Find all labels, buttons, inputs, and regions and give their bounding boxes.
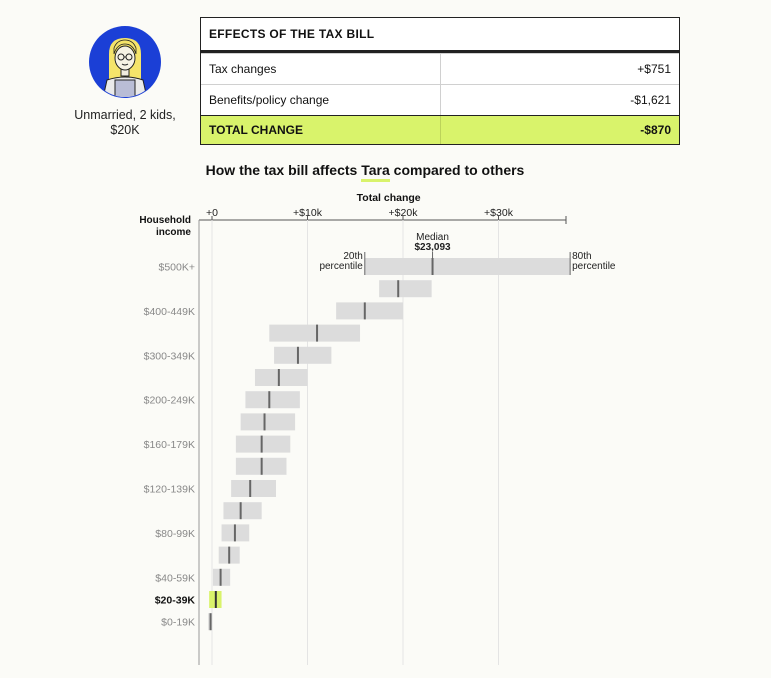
effects-total-value: -$870 (640, 123, 671, 137)
category-label: $40-59K (155, 572, 195, 584)
x-axis-label: Total change (357, 192, 421, 204)
range-bar (364, 258, 571, 275)
range-bar (231, 480, 276, 497)
category-label: $0-19K (161, 617, 195, 629)
p20-annotation-line2: percentile (319, 261, 363, 272)
chart-title-name: Tara (361, 162, 390, 182)
range-bar (379, 280, 432, 298)
category-label: $20-39K (155, 595, 196, 607)
median-annotation-label: Median (416, 232, 449, 243)
y-axis-label-line1: Household (139, 215, 191, 226)
p20-annotation-line1: 20th (343, 251, 362, 262)
persona-caption: Unmarried, 2 kids, $20K (66, 108, 184, 138)
range-bar (245, 391, 300, 409)
effects-row-value: -$1,621 (630, 93, 671, 107)
effects-row-tax: Tax changes +$751 (201, 53, 679, 84)
x-tick-label: +0 (206, 207, 218, 219)
effects-row-label: Tax changes (201, 54, 441, 84)
x-tick-label: +$10k (293, 207, 323, 219)
category-label: $300-349K (144, 350, 195, 362)
persona-caption-line1: Unmarried, 2 kids, (74, 108, 176, 122)
chart-title-prefix: How the tax bill affects (205, 162, 362, 178)
effects-row-total: TOTAL CHANGE -$870 (201, 115, 679, 144)
category-label: $500K+ (159, 262, 196, 274)
category-label: $80-99K (155, 528, 195, 540)
range-bar (254, 369, 308, 386)
range-bar (269, 324, 361, 342)
category-label: $120-139K (144, 484, 195, 496)
x-tick-label: +$30k (484, 207, 514, 219)
effects-row-value: +$751 (637, 62, 671, 76)
x-tick-label: +$20k (389, 207, 419, 219)
range-bar (223, 502, 262, 520)
effects-row-label: Benefits/policy change (201, 85, 441, 115)
persona-avatar (89, 26, 161, 98)
range-bar (336, 302, 403, 320)
category-label: $400-449K (144, 306, 195, 318)
chart-title: How the tax bill affects Tara compared t… (0, 162, 730, 182)
y-axis-label-line2: income (156, 227, 191, 238)
chart-title-suffix: compared to others (389, 162, 525, 178)
effects-table: EFFECTS OF THE TAX BILL Tax changes +$75… (200, 17, 680, 145)
effects-row-benefits: Benefits/policy change -$1,621 (201, 84, 679, 115)
range-bar (240, 413, 296, 431)
median-annotation-value: $23,093 (414, 242, 451, 253)
p80-annotation-line2: percentile (572, 261, 616, 272)
effects-table-title: EFFECTS OF THE TAX BILL (201, 18, 679, 53)
range-bar (235, 435, 291, 453)
p80-annotation-line1: 80th (572, 251, 591, 262)
persona-caption-line2: $20K (110, 123, 140, 137)
category-label: $160-179K (144, 439, 195, 451)
category-label: $200-249K (144, 395, 195, 407)
effects-total-label: TOTAL CHANGE (201, 116, 441, 144)
range-bar (274, 346, 332, 364)
